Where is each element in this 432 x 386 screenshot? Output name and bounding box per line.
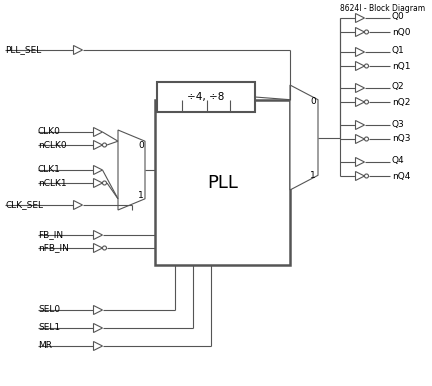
Text: MR: MR <box>38 342 52 350</box>
Polygon shape <box>356 171 365 181</box>
Polygon shape <box>93 323 102 332</box>
Text: CLK0: CLK0 <box>38 127 61 137</box>
Polygon shape <box>93 230 102 239</box>
Text: Q2: Q2 <box>392 83 405 91</box>
Polygon shape <box>73 200 83 210</box>
Polygon shape <box>356 61 365 71</box>
Polygon shape <box>356 157 365 166</box>
Polygon shape <box>93 244 102 252</box>
Text: PLL_SEL: PLL_SEL <box>5 46 41 54</box>
Polygon shape <box>93 342 102 350</box>
Text: nCLK0: nCLK0 <box>38 141 67 149</box>
Text: PLL: PLL <box>207 173 238 191</box>
Text: SEL0: SEL0 <box>38 305 60 315</box>
Text: FB_IN: FB_IN <box>38 230 63 239</box>
Polygon shape <box>356 14 365 22</box>
Text: 0: 0 <box>138 142 144 151</box>
Polygon shape <box>93 141 102 149</box>
Circle shape <box>365 30 368 34</box>
Polygon shape <box>356 120 365 129</box>
Text: nQ1: nQ1 <box>392 61 410 71</box>
Circle shape <box>102 181 107 185</box>
Polygon shape <box>73 46 83 54</box>
Polygon shape <box>356 47 365 56</box>
Polygon shape <box>356 83 365 93</box>
Polygon shape <box>118 130 145 210</box>
Circle shape <box>102 143 107 147</box>
Circle shape <box>365 64 368 68</box>
Polygon shape <box>93 166 102 174</box>
Circle shape <box>365 137 368 141</box>
Bar <box>155 100 290 265</box>
Text: nCLK1: nCLK1 <box>38 178 67 188</box>
Text: 0: 0 <box>310 96 316 105</box>
Text: nQ4: nQ4 <box>392 171 410 181</box>
Text: Q1: Q1 <box>392 46 405 56</box>
Circle shape <box>365 100 368 104</box>
Text: nFB_IN: nFB_IN <box>38 244 69 252</box>
Text: ÷4, ÷8: ÷4, ÷8 <box>187 92 225 102</box>
Circle shape <box>365 174 368 178</box>
Text: 1: 1 <box>310 171 316 181</box>
Text: CLK_SEL: CLK_SEL <box>5 200 43 210</box>
Text: Q4: Q4 <box>392 156 405 166</box>
Polygon shape <box>93 178 102 188</box>
Text: Q0: Q0 <box>392 12 405 22</box>
Polygon shape <box>93 127 102 137</box>
Text: nQ0: nQ0 <box>392 27 410 37</box>
Text: Q3: Q3 <box>392 120 405 129</box>
Text: nQ2: nQ2 <box>392 98 410 107</box>
Text: 1: 1 <box>138 191 144 200</box>
Polygon shape <box>93 305 102 315</box>
Polygon shape <box>356 134 365 144</box>
Text: nQ3: nQ3 <box>392 134 410 144</box>
Text: CLK1: CLK1 <box>38 166 61 174</box>
Text: SEL1: SEL1 <box>38 323 60 332</box>
Polygon shape <box>290 85 318 190</box>
Polygon shape <box>356 27 365 37</box>
Circle shape <box>102 246 107 250</box>
Text: 8624I - Block Diagram: 8624I - Block Diagram <box>340 4 425 13</box>
Bar <box>157 82 255 112</box>
Polygon shape <box>356 98 365 107</box>
